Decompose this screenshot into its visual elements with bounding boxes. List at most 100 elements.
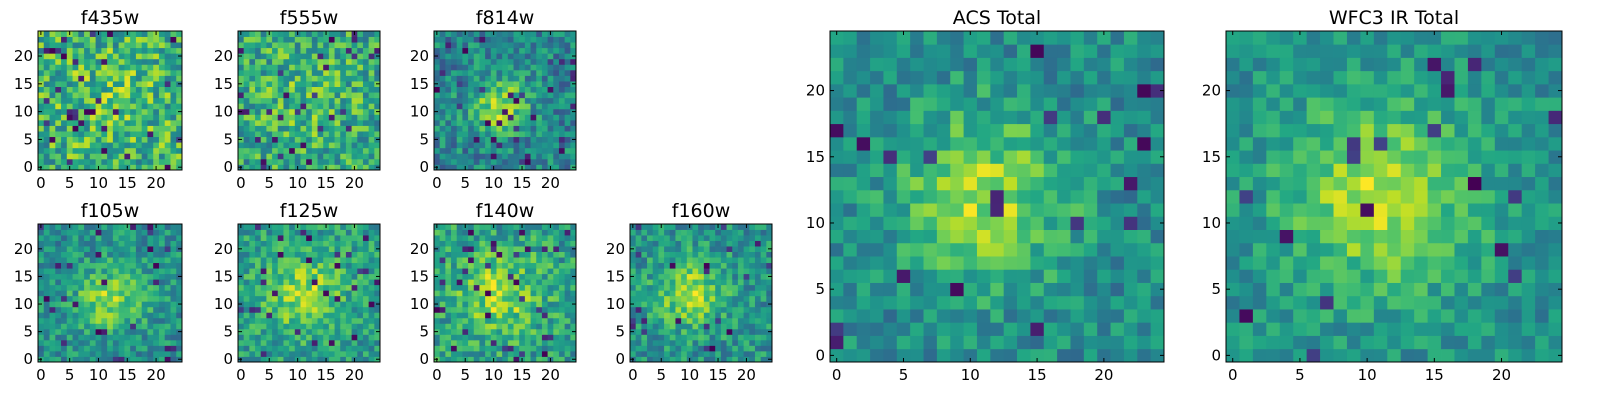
heatmap-cell	[345, 328, 352, 335]
heatmap-cell	[43, 58, 50, 65]
heatmap-cell	[107, 97, 114, 104]
heatmap-cell	[328, 301, 335, 308]
heatmap-cell	[485, 31, 492, 37]
heatmap-cell	[541, 108, 548, 115]
heatmap-cell	[536, 317, 543, 324]
heatmap-cell	[249, 64, 256, 71]
heatmap-cell	[456, 295, 463, 302]
heatmap-cell	[345, 131, 352, 138]
heatmap-cell	[439, 317, 446, 324]
heatmap-cell	[107, 92, 114, 99]
heatmap-cell	[669, 251, 676, 258]
heatmap-cell	[743, 328, 750, 335]
heatmap-cell	[345, 153, 352, 160]
y-tick-label: 5	[23, 130, 33, 148]
heatmap-cell	[78, 268, 85, 275]
heatmap-cell	[451, 356, 458, 363]
heatmap-cell	[84, 334, 91, 341]
heatmap-cell	[49, 119, 56, 126]
heatmap-cell	[513, 125, 520, 132]
heatmap-cell	[513, 142, 520, 149]
heatmap-cell	[630, 262, 637, 269]
heatmap-cell	[374, 251, 381, 258]
heatmap-cell	[112, 224, 120, 230]
heatmap-cell	[328, 350, 335, 357]
heatmap-cell	[238, 92, 245, 99]
heatmap-cell	[43, 53, 50, 60]
heatmap-cell	[630, 279, 637, 286]
heatmap-cell	[698, 251, 705, 258]
heatmap-cell	[496, 257, 503, 264]
heatmap-cell	[675, 246, 682, 252]
heatmap-cell	[558, 246, 566, 252]
heatmap-cell	[570, 295, 577, 302]
heatmap-cell	[66, 295, 73, 302]
heatmap-cell	[158, 114, 166, 121]
heatmap-cell	[317, 317, 324, 324]
heatmap-cell	[766, 334, 773, 341]
heatmap-cell	[692, 246, 699, 252]
heatmap-cell	[530, 240, 537, 247]
heatmap-cell	[141, 31, 148, 37]
heatmap-cell	[698, 334, 705, 341]
heatmap-cell	[830, 163, 844, 178]
heatmap-cell	[456, 64, 463, 71]
heatmap-cell	[374, 279, 381, 286]
heatmap-cell	[658, 345, 665, 352]
heatmap-cell	[141, 164, 148, 171]
heatmap-cell	[530, 284, 537, 291]
heatmap-cell	[681, 284, 688, 291]
heatmap-cell	[936, 269, 951, 283]
heatmap-cell	[345, 103, 352, 110]
heatmap-cell	[306, 81, 313, 87]
heatmap-cell	[519, 257, 526, 264]
heatmap-cell	[445, 64, 452, 71]
x-tick-label: 5	[65, 366, 75, 384]
heatmap-cell	[84, 279, 91, 286]
heatmap-cell	[502, 47, 509, 54]
heatmap-cell	[249, 164, 256, 171]
heatmap-cell	[456, 328, 463, 335]
heatmap-cell	[170, 345, 177, 352]
heatmap-cell	[754, 312, 762, 319]
heatmap-cell	[84, 317, 91, 324]
heatmap-cell	[283, 356, 290, 363]
heatmap-cell	[362, 328, 370, 335]
heatmap-cell	[462, 136, 469, 143]
heatmap-cell	[357, 64, 364, 71]
heatmap-cell	[950, 269, 964, 283]
heatmap-cell	[496, 301, 503, 308]
heatmap-cell	[530, 350, 537, 357]
heatmap-cell	[78, 312, 85, 319]
heatmap-cell	[158, 240, 166, 247]
heatmap-cell	[107, 64, 114, 71]
heatmap-cell	[564, 235, 571, 241]
heatmap-cell	[564, 42, 571, 49]
heatmap-cell	[473, 58, 480, 65]
heatmap-cell	[558, 158, 566, 165]
heatmap-cell	[55, 312, 62, 319]
heatmap-cell	[101, 36, 108, 43]
heatmap-cell	[283, 125, 290, 132]
heatmap-cell	[317, 268, 324, 275]
heatmap-cell	[255, 350, 262, 357]
heatmap-cell	[743, 257, 750, 264]
heatmap-cell	[1057, 295, 1071, 310]
heatmap-cell	[107, 224, 114, 230]
heatmap-cell	[479, 279, 486, 286]
heatmap-cell	[49, 356, 56, 363]
heatmap-cell	[277, 47, 284, 54]
heatmap-cell	[1097, 229, 1111, 244]
heatmap-cell	[294, 103, 301, 110]
heatmap-cell	[84, 47, 91, 54]
heatmap-cell	[698, 301, 705, 308]
heatmap-cell	[43, 92, 50, 99]
heatmap-cell	[255, 53, 262, 60]
heatmap-cell	[726, 317, 733, 324]
heatmap-cell	[107, 240, 114, 247]
heatmap-cell	[49, 69, 56, 76]
heatmap-cell	[43, 251, 50, 258]
heatmap-cell	[462, 257, 469, 264]
heatmap-cell	[141, 75, 148, 82]
heatmap-cell	[362, 114, 370, 121]
